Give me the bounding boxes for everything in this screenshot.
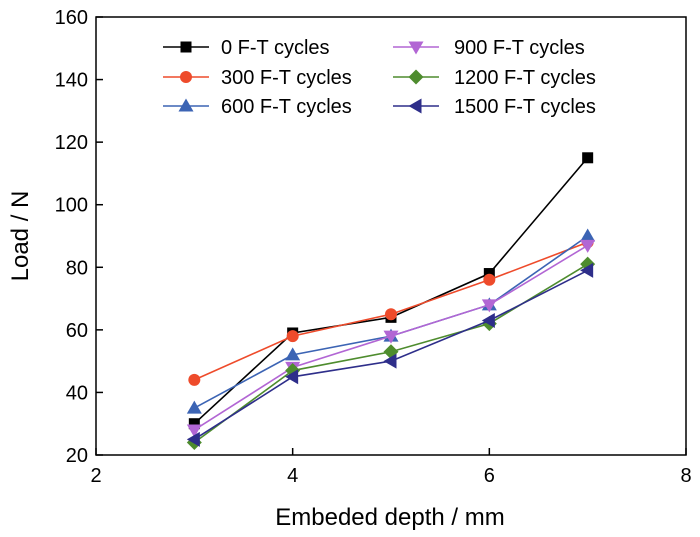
legend-item-2: 600 F-T cycles	[163, 96, 352, 118]
legend-marker	[180, 71, 192, 83]
legend-item-4: 1200 F-T cycles	[393, 67, 596, 89]
legend-item-5: 1500 F-T cycles	[393, 96, 596, 118]
data-point	[483, 268, 495, 280]
legend-label: 1200 F-T cycles	[454, 67, 596, 89]
series-line	[193, 157, 589, 425]
legend-label: 600 F-T cycles	[221, 96, 352, 118]
legend-marker	[408, 41, 424, 55]
legend-item-3: 900 F-T cycles	[393, 37, 585, 59]
data-point	[580, 228, 596, 242]
series-5	[186, 262, 594, 447]
x-tick-label: 6	[484, 465, 495, 487]
plot-area	[95, 16, 687, 456]
data-point	[188, 373, 201, 386]
data-point	[385, 308, 397, 321]
y-axis-title: Load / N	[7, 191, 34, 282]
data-point	[481, 312, 495, 328]
legend-item-0: 0 F-T cycles	[163, 37, 330, 59]
data-point	[286, 330, 299, 343]
legend: 0 F-T cycles 300 F-T cycles 600 F-T cycles…	[163, 37, 596, 118]
data-point	[188, 418, 200, 430]
legend-marker	[180, 41, 192, 53]
legend-label: 0 F-T cycles	[221, 37, 330, 59]
data-point	[383, 353, 397, 369]
y-tick-label: 120	[55, 132, 88, 154]
data-point	[186, 424, 202, 438]
legend-label: 900 F-T cycles	[454, 37, 585, 59]
y-tick-label: 160	[55, 7, 88, 29]
series-0	[188, 152, 594, 430]
data-point	[285, 369, 299, 385]
legend-item-1: 300 F-T cycles	[163, 67, 352, 89]
axis-ticks: 2 4 6 8 20 40 60 80 100 120 140 160	[55, 7, 692, 487]
data-point	[383, 330, 399, 344]
data-point	[582, 152, 594, 164]
y-tick-label: 100	[55, 195, 88, 217]
series-4	[186, 256, 596, 450]
series-layer	[186, 152, 596, 450]
y-tick-label: 20	[66, 445, 88, 467]
x-tick-label: 4	[287, 465, 298, 487]
data-point	[186, 400, 202, 414]
data-point	[285, 347, 301, 361]
legend-label: 1500 F-T cycles	[454, 96, 596, 118]
data-point	[481, 299, 497, 313]
data-point	[580, 262, 594, 278]
x-axis-title: Embeded depth / mm	[275, 504, 504, 531]
legend-marker	[408, 98, 422, 114]
data-point	[186, 431, 200, 447]
x-tick-label: 2	[90, 465, 101, 487]
y-tick-label: 140	[55, 70, 88, 92]
legend-marker	[408, 69, 424, 85]
y-tick-label: 80	[66, 257, 88, 279]
y-tick-label: 60	[66, 320, 88, 342]
legend-label: 300 F-T cycles	[221, 67, 352, 89]
data-point	[483, 273, 496, 286]
data-point	[580, 239, 596, 253]
y-tick-label: 40	[66, 382, 88, 404]
legend-marker	[178, 98, 194, 112]
series-3	[186, 239, 596, 438]
x-tick-label: 8	[680, 465, 691, 487]
